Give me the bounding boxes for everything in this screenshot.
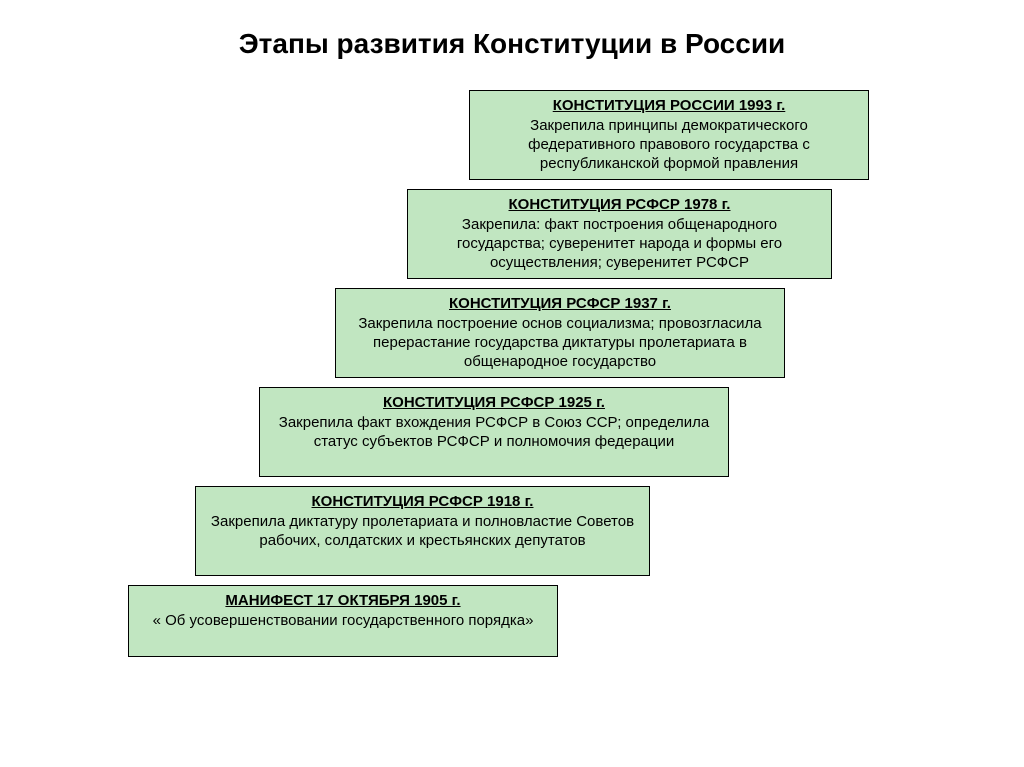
step-1905: МАНИФЕСТ 17 ОКТЯБРЯ 1905 г. « Об усоверш… (128, 585, 558, 657)
step-1993-title: КОНСТИТУЦИЯ РОССИИ 1993 г. (482, 97, 856, 114)
step-1925: КОНСТИТУЦИЯ РСФСР 1925 г. Закрепила факт… (259, 387, 729, 477)
step-1918-title: КОНСТИТУЦИЯ РСФСР 1918 г. (208, 493, 637, 510)
step-1993-desc: Закрепила принципы демократического феде… (482, 117, 856, 173)
step-1937-desc: Закрепила построение основ социализма; п… (348, 315, 772, 371)
step-1918-desc: Закрепила диктатуру пролетариата и полно… (208, 513, 637, 551)
step-1918: КОНСТИТУЦИЯ РСФСР 1918 г. Закрепила дикт… (195, 486, 650, 576)
step-1925-title: КОНСТИТУЦИЯ РСФСР 1925 г. (272, 394, 716, 411)
step-1978: КОНСТИТУЦИЯ РСФСР 1978 г. Закрепила: фак… (407, 189, 832, 279)
step-1937-title: КОНСТИТУЦИЯ РСФСР 1937 г. (348, 295, 772, 312)
step-1978-title: КОНСТИТУЦИЯ РСФСР 1978 г. (420, 196, 819, 213)
step-1925-desc: Закрепила факт вхождения РСФСР в Союз СС… (272, 414, 716, 452)
step-1993: КОНСТИТУЦИЯ РОССИИ 1993 г. Закрепила при… (469, 90, 869, 180)
step-1905-desc: « Об усовершенствовании государственного… (141, 612, 545, 631)
step-1937: КОНСТИТУЦИЯ РСФСР 1937 г. Закрепила пост… (335, 288, 785, 378)
page-title: Этапы развития Конституции в России (0, 0, 1024, 80)
step-1905-title: МАНИФЕСТ 17 ОКТЯБРЯ 1905 г. (141, 592, 545, 609)
step-1978-desc: Закрепила: факт построения общенародного… (420, 216, 819, 272)
